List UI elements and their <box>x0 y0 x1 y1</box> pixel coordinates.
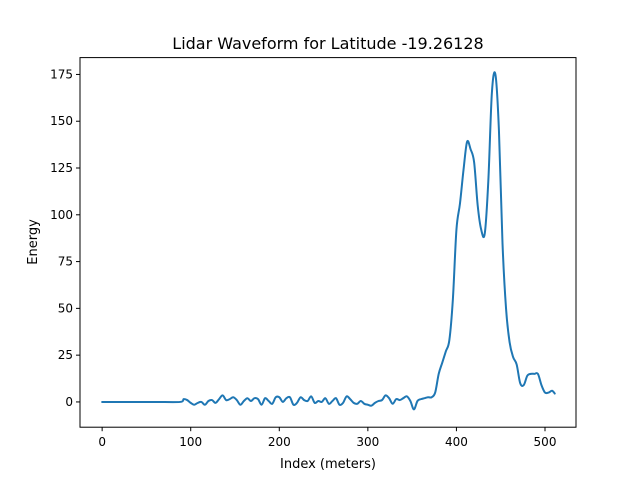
y-tick-label: 125 <box>50 161 73 175</box>
plot-area <box>101 71 556 411</box>
y-tick-label: 25 <box>58 348 73 362</box>
x-tick-label: 500 <box>534 435 557 449</box>
y-axis: 0 25 50 75 100 125 150 175 <box>50 67 80 409</box>
x-axis-label: Index (meters) <box>280 457 376 472</box>
chart-title: Lidar Waveform for Latitude -19.26128 <box>172 34 483 53</box>
y-tick-label: 175 <box>50 67 73 81</box>
x-axis: 0 100 200 300 400 500 <box>98 427 556 449</box>
x-tick-label: 400 <box>445 435 468 449</box>
x-tick-label: 200 <box>268 435 291 449</box>
x-tick-label: 0 <box>98 435 106 449</box>
plot-frame <box>79 57 577 428</box>
series-line <box>101 71 556 411</box>
y-axis-label: Energy <box>26 219 41 265</box>
y-tick-label: 75 <box>58 255 73 269</box>
y-tick-label: 150 <box>50 114 73 128</box>
y-tick-label: 100 <box>50 208 73 222</box>
x-tick-label: 100 <box>179 435 202 449</box>
y-tick-label: 0 <box>65 395 73 409</box>
x-tick-label: 300 <box>356 435 379 449</box>
y-tick-label: 50 <box>58 301 73 315</box>
